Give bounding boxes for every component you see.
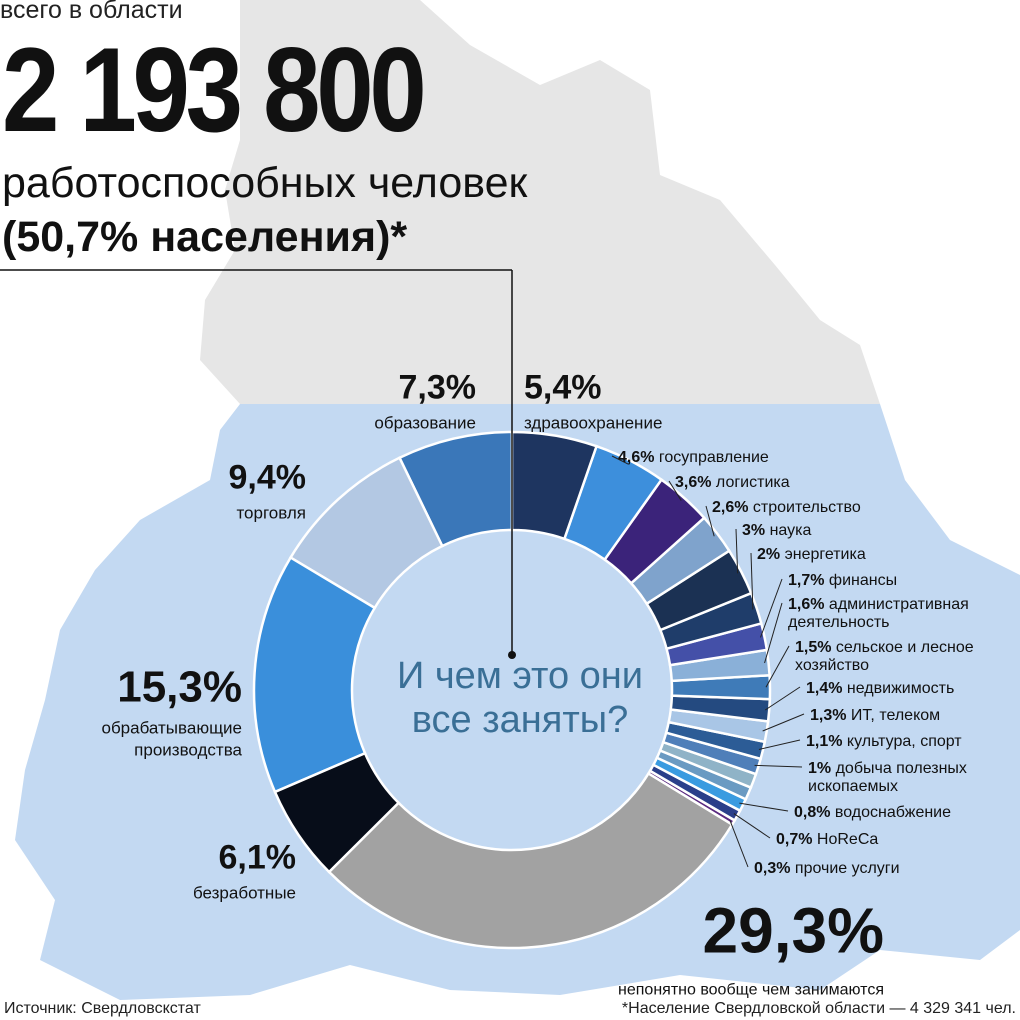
label-leader-line xyxy=(729,820,749,868)
label-leader-line xyxy=(705,505,715,537)
category-label: торговля xyxy=(236,504,306,523)
label-leader-line xyxy=(760,578,783,638)
donut-slice xyxy=(252,555,377,794)
category-label: деятельность xyxy=(788,614,889,631)
donut-slice xyxy=(327,771,734,950)
region-map-north xyxy=(200,0,880,404)
label-leader-line xyxy=(750,552,754,610)
label-leader-line xyxy=(765,645,790,688)
label-leader-line xyxy=(764,602,783,664)
leader-dot xyxy=(508,651,516,659)
category-label: 1,4% недвижимость xyxy=(806,680,954,697)
donut-slice xyxy=(288,456,444,610)
label-leader-line xyxy=(754,764,803,768)
label-leader-line xyxy=(764,686,801,711)
data-label: 29,3% xyxy=(703,895,884,967)
category-label: хозяйство xyxy=(795,657,869,674)
data-label: 6,1% xyxy=(219,839,297,877)
category-label: 1,6% административная xyxy=(788,596,969,613)
category-label: 1,3% ИТ, телеком xyxy=(810,707,940,724)
label-leader-line xyxy=(758,739,801,750)
category-label: 4,6% госуправление xyxy=(618,449,769,466)
label-leader-line xyxy=(668,480,682,501)
donut-slice xyxy=(658,591,763,651)
category-label: 3% наука xyxy=(742,522,811,539)
donut-slice xyxy=(273,751,401,874)
category-label: 1,7% финансы xyxy=(788,572,897,589)
category-label: 3,6% логистика xyxy=(675,474,790,491)
category-label: образование xyxy=(374,414,476,433)
region-map-south xyxy=(15,404,1020,1000)
donut-slice xyxy=(629,516,731,606)
donut-slice xyxy=(510,430,599,541)
category-label: производства xyxy=(134,741,242,760)
population-share: (50,7% населения)* xyxy=(2,213,408,261)
population-footnote: *Население Свердловской области — 4 329 … xyxy=(621,1000,1016,1017)
category-label: 1,1% культура, спорт xyxy=(806,733,962,750)
total-workforce-number: 2 193 800 xyxy=(2,23,427,157)
category-label: непонятно вообще чем занимаются xyxy=(618,982,884,999)
category-label: 0,8% водоснабжение xyxy=(794,804,951,821)
category-label: 2% энергетика xyxy=(757,546,866,563)
label-leader-line xyxy=(733,813,771,839)
label-leader-line xyxy=(611,455,629,465)
data-label: 7,3% xyxy=(399,369,477,407)
label-leader-line xyxy=(739,802,789,812)
donut-slice xyxy=(665,621,769,667)
category-label: 2,6% строительство xyxy=(712,499,861,516)
workforce-description: работоспособных человек xyxy=(2,159,528,207)
region-subtitle: всего в области xyxy=(0,0,183,24)
data-label: 5,4% xyxy=(524,369,602,407)
category-label: здравоохранение xyxy=(524,414,662,433)
category-label: ископаемых xyxy=(808,778,898,795)
data-label: 15,3% xyxy=(117,663,242,712)
category-label: 1% добыча полезных xyxy=(808,760,967,777)
source-note: Источник: Свердловскстат xyxy=(4,1000,201,1017)
data-label: 9,4% xyxy=(229,459,307,497)
label-leader-line xyxy=(735,528,739,574)
center-question-line-2: все заняты? xyxy=(411,698,629,741)
label-leader-line xyxy=(762,713,805,732)
category-label: безработные xyxy=(193,884,296,903)
donut-slice xyxy=(668,648,771,683)
category-label: 1,5% сельское и лесное xyxy=(795,639,974,656)
category-label: 0,3% прочие услуги xyxy=(754,860,900,877)
center-question: И чем это они все заняты? xyxy=(360,655,680,742)
center-question-line-1: И чем это они xyxy=(396,655,644,697)
category-label: обрабатывающие xyxy=(101,719,242,738)
category-label: 0,7% HoReCa xyxy=(776,831,878,848)
donut-slice xyxy=(562,444,664,562)
